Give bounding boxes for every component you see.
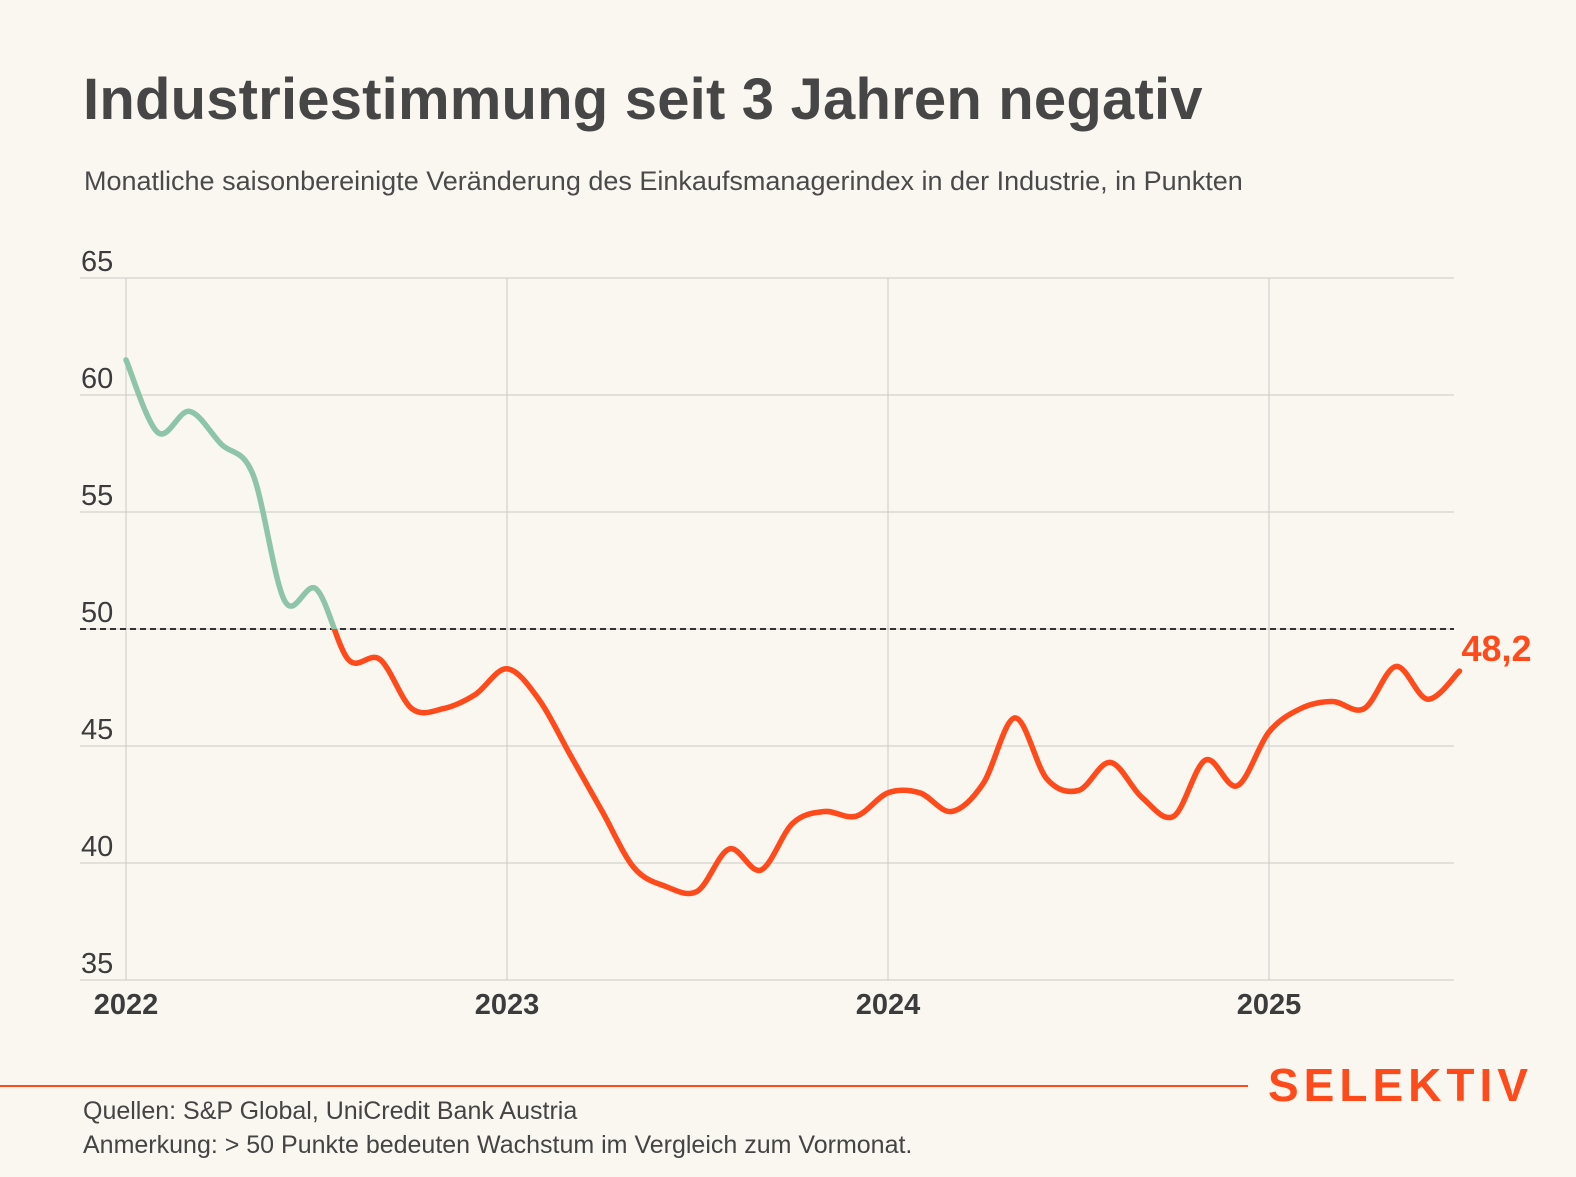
y-tick-label: 55 bbox=[81, 480, 113, 512]
y-tick-label: 40 bbox=[81, 831, 113, 863]
x-tick-label: 2022 bbox=[94, 989, 159, 1021]
brand-logo: SELEKTIV bbox=[1268, 1059, 1533, 1111]
footer-divider bbox=[0, 1085, 1248, 1087]
footnote: Anmerkung: > 50 Punkte bedeuten Wachstum… bbox=[83, 1131, 913, 1159]
line-chart: 35 40 45 50 55 60 65 2022 2023 2024 2025 48,2 bbox=[80, 246, 1532, 1021]
x-tick-label: 2023 bbox=[475, 989, 540, 1021]
end-value-label: 48,2 bbox=[1462, 628, 1532, 669]
series-line-above-50 bbox=[123, 357, 338, 629]
x-axis-tick-labels: 2022 2023 2024 2025 bbox=[94, 989, 1302, 1021]
series-layer bbox=[123, 357, 1463, 897]
page-title: Industriestimmung seit 3 Jahren negativ bbox=[83, 67, 1203, 132]
y-tick-label: 60 bbox=[81, 363, 113, 395]
y-tick-label: 50 bbox=[81, 597, 113, 629]
series-line-below-50 bbox=[331, 629, 1463, 897]
x-tick-label: 2025 bbox=[1237, 989, 1302, 1021]
y-axis-tick-labels: 35 40 45 50 55 60 65 bbox=[81, 246, 113, 980]
y-tick-label: 45 bbox=[81, 714, 113, 746]
y-tick-label: 65 bbox=[81, 246, 113, 278]
end-label-layer: 48,2 bbox=[1462, 628, 1532, 669]
x-tick-label: 2024 bbox=[856, 989, 921, 1021]
grid-layer bbox=[80, 277, 1454, 981]
y-tick-label: 35 bbox=[81, 948, 113, 980]
source-note: Quellen: S&P Global, UniCredit Bank Aust… bbox=[83, 1097, 578, 1125]
page-subtitle: Monatliche saisonbereinigte Veränderung … bbox=[84, 166, 1243, 196]
